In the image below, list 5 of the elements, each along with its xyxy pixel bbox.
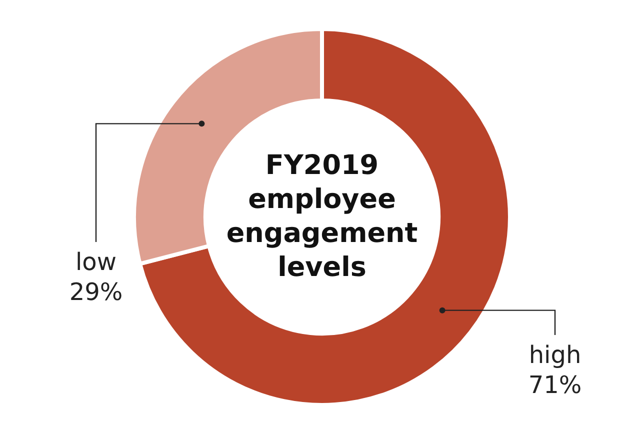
data-label: 29%	[69, 278, 123, 306]
text: FY2019 employee engagement levels	[225, 149, 419, 285]
data-label: 71%	[528, 371, 582, 400]
slice-label: high	[528, 341, 582, 370]
slice-label: low	[76, 248, 116, 276]
